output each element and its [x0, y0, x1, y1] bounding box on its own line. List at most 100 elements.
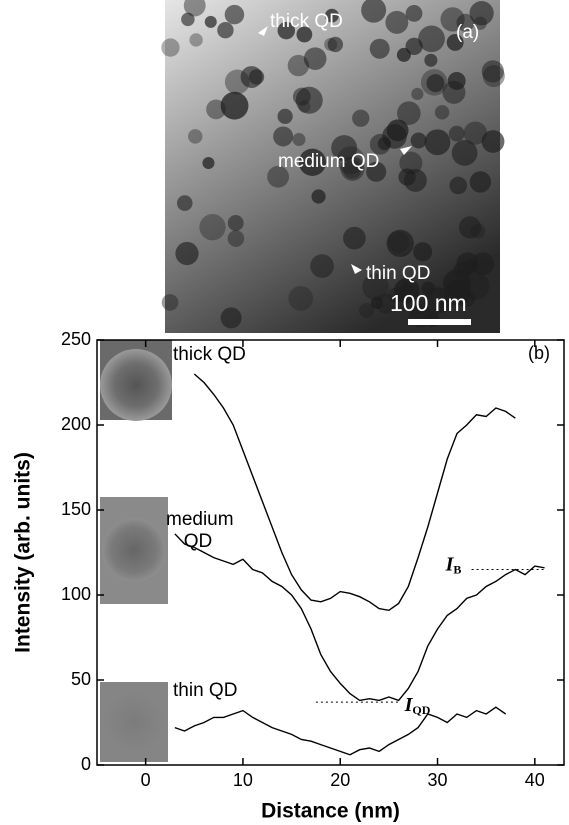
- tem-dot: [204, 15, 217, 28]
- tem-dot: [188, 129, 203, 144]
- tem-dot: [217, 22, 234, 39]
- tem-dot: [387, 231, 410, 253]
- x-tick-label: 40: [525, 770, 545, 790]
- series-label: thick QD: [173, 344, 246, 365]
- tem-dot: [396, 47, 411, 62]
- panel-label: (b): [528, 343, 550, 363]
- tem-dot: [481, 130, 505, 153]
- tem-dot: [462, 272, 490, 300]
- series-line: [174, 706, 507, 756]
- y-axis-label: Intensity (arb. units): [12, 452, 35, 653]
- tem-dot: [311, 189, 326, 204]
- tem-dot: [161, 294, 179, 311]
- tem-dot: [394, 277, 420, 304]
- inset-dot: [104, 692, 164, 752]
- tem-dot: [413, 242, 433, 262]
- tem-dot: [342, 159, 362, 179]
- tem-dot: [220, 307, 242, 329]
- tem-dot: [473, 16, 487, 30]
- y-tick-label: 100: [61, 584, 91, 604]
- tem-dot: [331, 135, 358, 162]
- tem-dot: [405, 37, 423, 56]
- annotation: thick QD: [270, 11, 343, 32]
- annotation: thin QD: [366, 263, 430, 284]
- x-tick-label: 20: [330, 770, 350, 790]
- inset-dot: [100, 349, 172, 421]
- tem-dot: [327, 36, 344, 53]
- tem-dot: [176, 195, 193, 211]
- reference-subscript: QD: [412, 703, 430, 717]
- plot-frame: [96, 339, 565, 766]
- tem-dot: [277, 108, 293, 124]
- tem-dot: [366, 161, 387, 182]
- tem-dot: [292, 87, 311, 106]
- tem-dot: [451, 139, 478, 166]
- tem-dot: [287, 54, 310, 77]
- tem-dot: [277, 21, 296, 40]
- inset-dot: [102, 518, 166, 582]
- tem-dot: [227, 215, 244, 231]
- tem-dot: [420, 69, 448, 96]
- tem-dot: [199, 214, 226, 241]
- scale-bar: [408, 319, 471, 325]
- tem-dot: [424, 129, 451, 156]
- x-tick-label: 0: [141, 770, 151, 790]
- tem-dot: [183, 0, 206, 17]
- tem-dot: [370, 296, 384, 310]
- tem-dot: [288, 285, 314, 311]
- x-axis-label: Distance (nm): [261, 800, 400, 823]
- tem-dot: [292, 133, 306, 146]
- tem-dot: [469, 171, 492, 193]
- tem-dot: [442, 80, 466, 104]
- series-label: medium QD: [166, 509, 234, 552]
- tem-dot: [224, 4, 245, 25]
- tem-dot: [434, 105, 450, 120]
- reference-symbol: I: [445, 553, 455, 575]
- y-tick-label: 0: [81, 754, 91, 774]
- tem-dot: [418, 25, 445, 53]
- tem-image: [161, 0, 505, 333]
- reference-label: IQD: [404, 694, 431, 717]
- y-tick-label: 200: [61, 414, 91, 434]
- tem-dot: [424, 287, 451, 314]
- tem-dot: [181, 12, 195, 27]
- tem-dot: [386, 229, 414, 258]
- tem-dot: [481, 60, 504, 83]
- arrowhead: [351, 264, 362, 274]
- x-tick-label: 10: [233, 770, 253, 790]
- y-tick-label: 250: [61, 329, 91, 349]
- tem-dot: [189, 33, 203, 47]
- tem-dot: [202, 157, 215, 170]
- tem-dot: [403, 168, 427, 192]
- tem-dot: [310, 254, 334, 278]
- tem-dot: [387, 287, 403, 303]
- tem-dot: [440, 7, 465, 32]
- reference-label: IB: [445, 553, 462, 576]
- tem-dot: [426, 74, 445, 93]
- tem-background: [165, 0, 500, 333]
- tem-dot: [424, 53, 438, 67]
- tem-dot: [369, 133, 391, 155]
- series-label: thin QD: [173, 680, 238, 701]
- tem-dot: [470, 223, 486, 239]
- series-line: [193, 373, 516, 612]
- tem-dot: [206, 99, 226, 120]
- chart: 0 50 100 150 200 250 0 10 20 30 40 Distance (nm) Int…: [12, 329, 565, 823]
- tem-dot: [296, 26, 313, 43]
- tem-dot: [453, 261, 471, 280]
- tem-dot: [359, 302, 375, 319]
- tem-dot: [405, 5, 423, 22]
- x-tick-label: 30: [428, 770, 448, 790]
- tem-dot: [298, 100, 311, 113]
- tem-dot: [324, 37, 338, 51]
- arrowhead: [400, 146, 412, 155]
- reference-subscript: B: [453, 562, 461, 576]
- tem-dot: [456, 13, 475, 32]
- annotation: medium QD: [278, 151, 379, 172]
- y-tick-label: 50: [71, 669, 91, 689]
- y-tick-label: 150: [61, 499, 91, 519]
- tem-dot: [343, 226, 366, 250]
- panel-label: (a): [456, 22, 479, 43]
